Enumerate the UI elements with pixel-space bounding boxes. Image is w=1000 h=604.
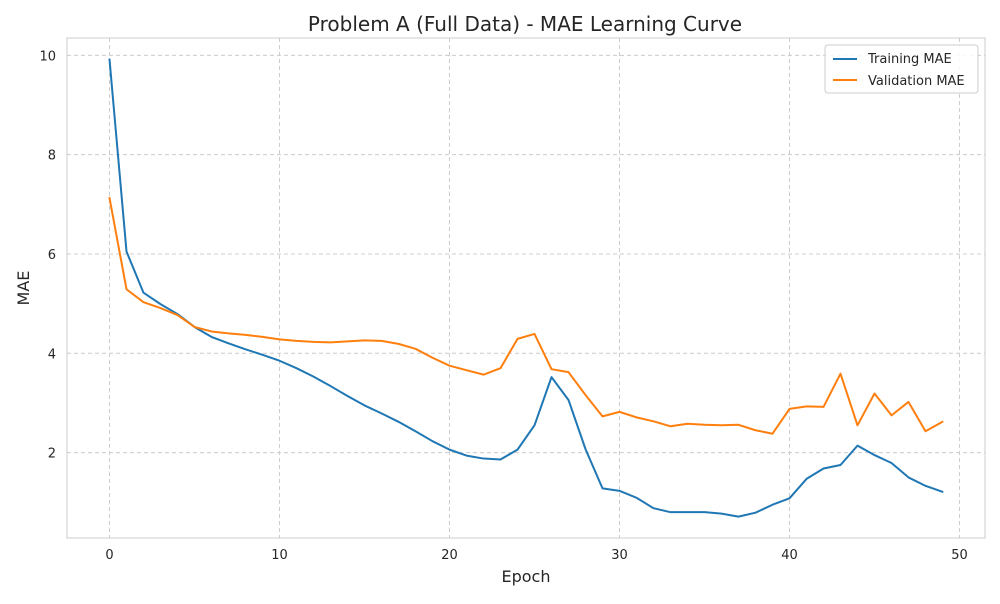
grid-layer — [67, 38, 985, 538]
legend-label-validation: Validation MAE — [868, 74, 965, 89]
x-tick-label: 0 — [105, 548, 113, 563]
tick-label-layer: 0 10 20 30 40 50 2 4 6 8 10 — [39, 49, 967, 563]
x-tick-label: 50 — [951, 548, 968, 563]
training-mae-line — [108, 58, 944, 518]
plot-area-frame — [66, 37, 986, 539]
x-tick-label: 20 — [441, 548, 458, 563]
chart-title: Problem A (Full Data) - MAE Learning Cur… — [308, 12, 742, 36]
y-tick-label: 10 — [39, 49, 56, 64]
y-tick-label: 4 — [48, 347, 56, 362]
legend-label-training: Training MAE — [867, 52, 952, 67]
x-tick-label: 10 — [271, 548, 288, 563]
validation-mae-line — [108, 196, 944, 435]
y-tick-label: 6 — [48, 248, 56, 263]
legend: Training MAE Validation MAE — [824, 44, 979, 94]
y-tick-label: 8 — [48, 149, 56, 164]
y-tick-label: 2 — [48, 447, 56, 462]
y-axis-label: MAE — [14, 271, 33, 306]
x-tick-label: 40 — [781, 548, 798, 563]
x-axis-label: Epoch — [502, 567, 551, 586]
x-tick-label: 30 — [611, 548, 628, 563]
series-layer — [108, 58, 944, 518]
legend-box — [824, 44, 979, 94]
